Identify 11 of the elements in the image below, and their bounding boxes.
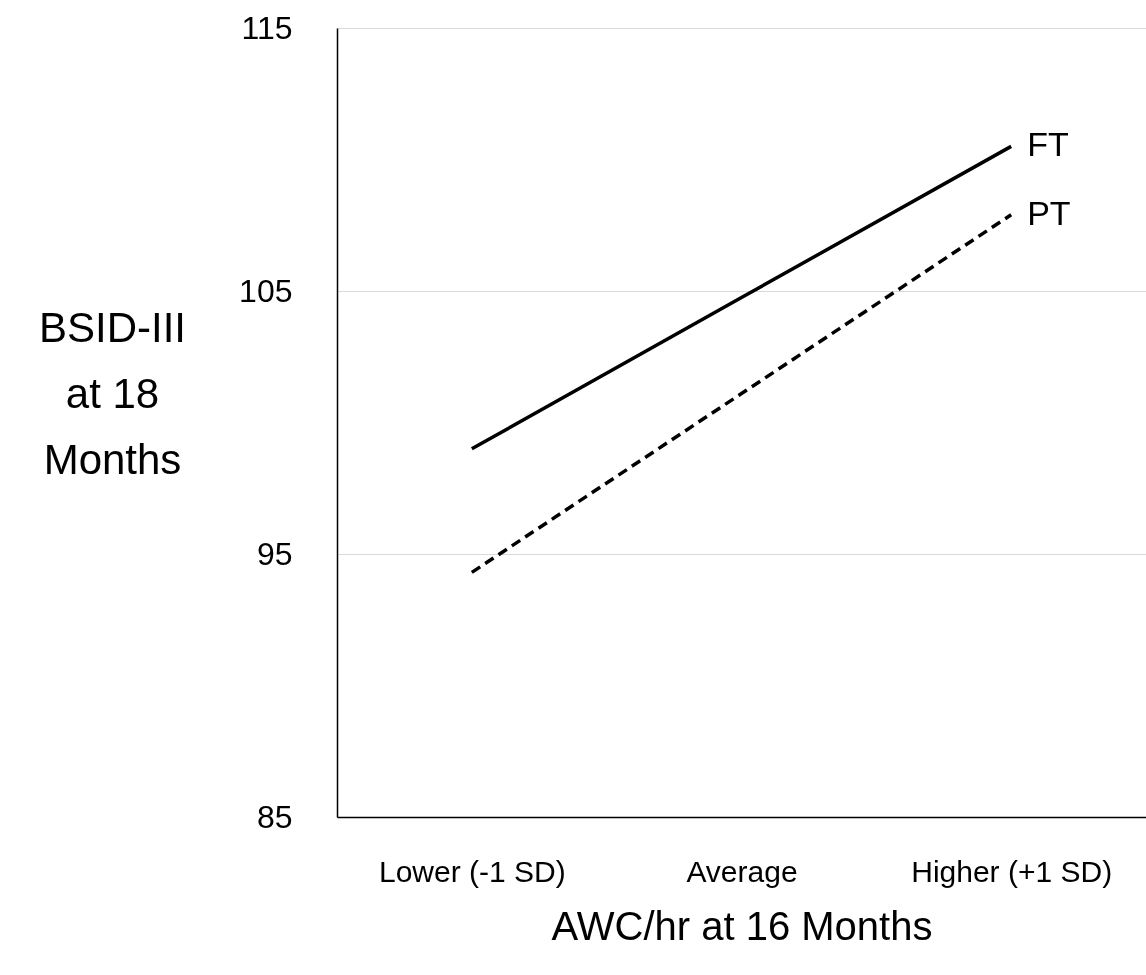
x-tick-label: Average xyxy=(686,854,798,888)
y-axis-title: BSID-III at 18 Months xyxy=(38,303,187,483)
x-tick-label: Higher (+1 SD) xyxy=(911,854,1113,888)
y-tick-label: 105 xyxy=(239,272,293,309)
x-tick-label: Lower (-1 SD) xyxy=(378,854,566,888)
y-tick-label: 95 xyxy=(256,535,293,572)
y-tick-label: 115 xyxy=(241,9,293,46)
x-axis-title: AWC/hr at 16 Months xyxy=(551,903,933,948)
y-tick-label: 85 xyxy=(256,798,293,835)
series-label: FT xyxy=(1027,125,1069,164)
series-label: PT xyxy=(1027,193,1071,232)
